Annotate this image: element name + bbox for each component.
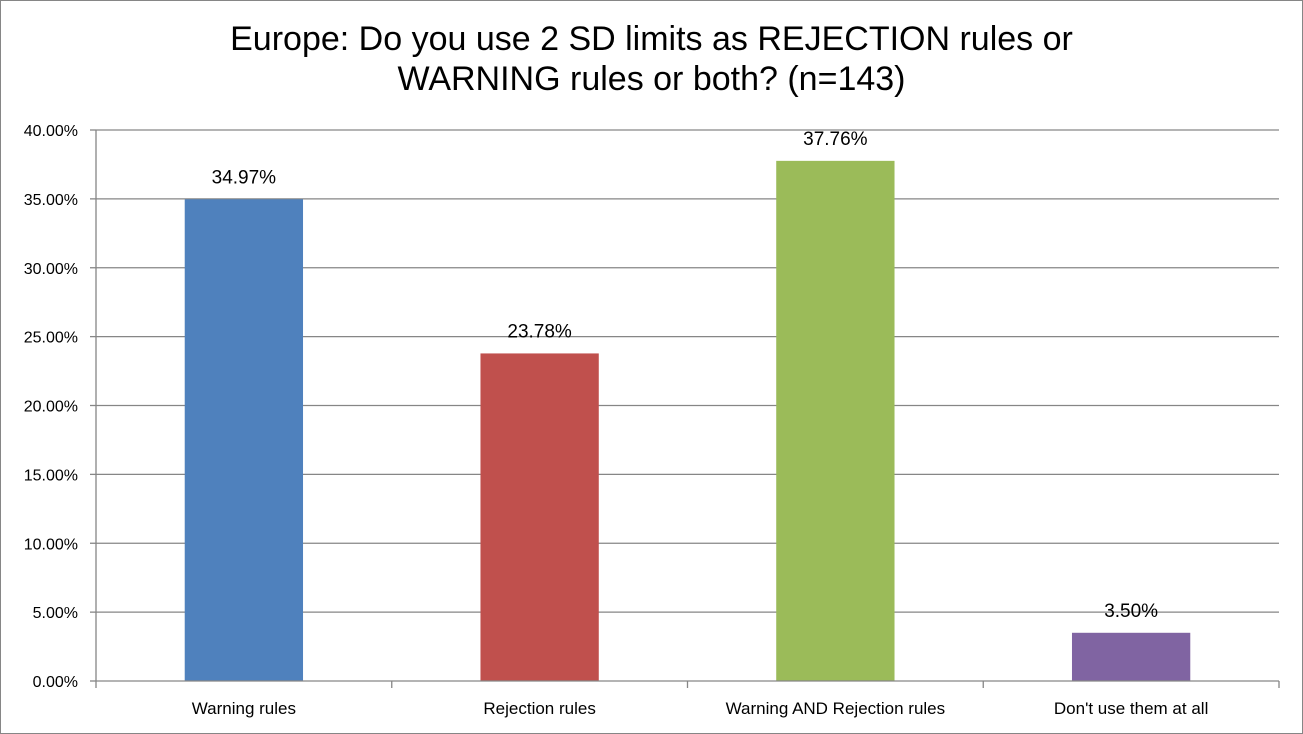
bar <box>776 160 895 681</box>
x-category-label: Warning rules <box>192 699 296 718</box>
chart-title-line-1: Europe: Do you use 2 SD limits as REJECT… <box>230 20 1073 58</box>
x-category-label: Don't use them at all <box>1054 699 1208 718</box>
labels: 0.00% 5.00% 10.00% 15.00% 20.00% 25.00% 30.00%… <box>24 123 1209 718</box>
y-tick-label: 35.00% <box>24 192 78 209</box>
y-tick-label: 10.00% <box>24 536 78 553</box>
bar <box>480 353 599 681</box>
data-label: 37.76% <box>803 129 868 150</box>
data-label: 34.97% <box>212 167 277 188</box>
data-label: 3.50% <box>1104 601 1158 622</box>
x-category-label: Rejection rules <box>483 699 595 718</box>
y-tick-label: 20.00% <box>24 399 78 416</box>
chart-title-line-2: WARNING rules or both? (n=143) <box>397 60 906 98</box>
data-label: 23.78% <box>507 321 572 342</box>
y-tick-label: 30.00% <box>24 261 78 278</box>
x-category-label: Warning AND Rejection rules <box>726 699 946 718</box>
bar <box>184 199 304 681</box>
chart-title: Europe: Do you use 2 SD limits as REJECT… <box>1 19 1302 99</box>
y-tick-label: 0.00% <box>33 674 78 691</box>
y-tick-label: 25.00% <box>24 330 78 347</box>
axes <box>90 129 1280 688</box>
y-tick-label: 15.00% <box>24 467 78 484</box>
bar <box>1071 632 1191 681</box>
bars <box>184 160 1191 681</box>
y-tick-label: 40.00% <box>24 123 78 140</box>
y-tick-label: 5.00% <box>33 605 78 622</box>
